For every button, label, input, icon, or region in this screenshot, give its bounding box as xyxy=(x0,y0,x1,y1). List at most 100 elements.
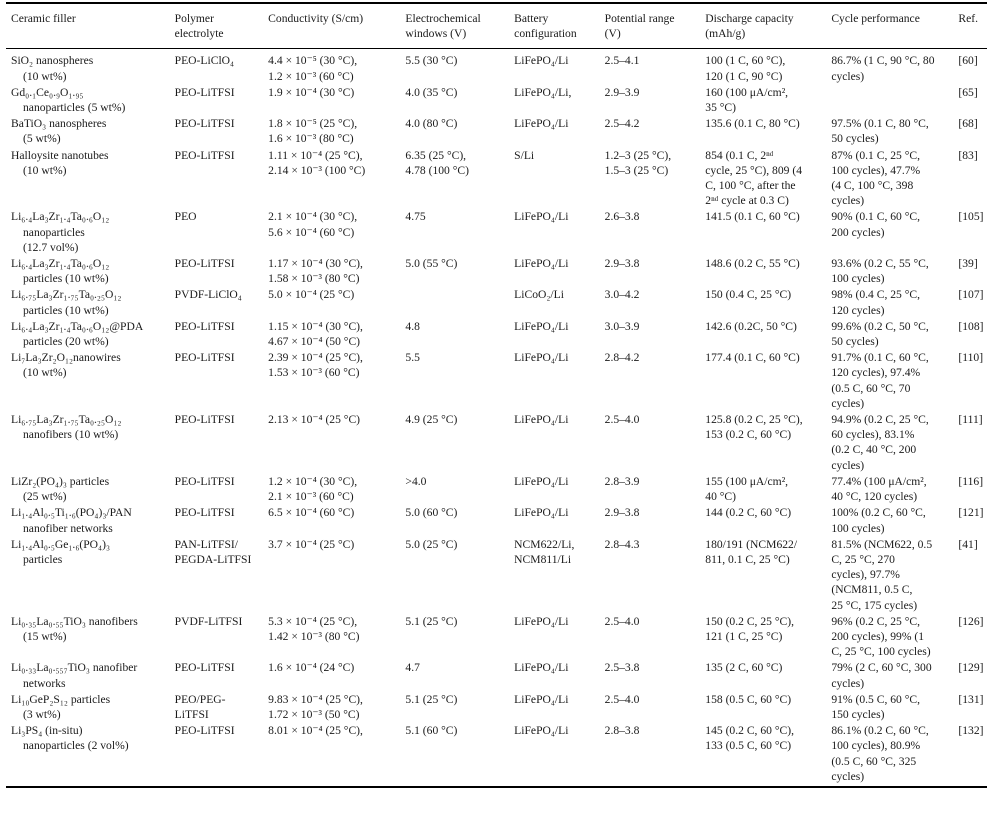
cell-conductivity: 2.1 × 10⁻⁴ (30 °C), 5.6 × 10⁻⁴ (60 °C) xyxy=(263,209,400,256)
table-row: Li₆.₄La₃Zr₁.₄Ta₀.₆O₁₂@PDA particles (20 w… xyxy=(6,319,987,350)
header-potential-range: Potential range (V) xyxy=(599,2,701,50)
electrochemical-window-text: 4.75 xyxy=(405,210,426,224)
electrochemical-window-text: 5.1 (60 °C) xyxy=(405,724,458,738)
cell-potential-range: 2.5–4.1 xyxy=(600,49,701,85)
polymer-electrolyte-text: PVDF-LiTFSI xyxy=(174,614,243,628)
cell-electrochemical-window xyxy=(400,287,509,318)
polymer-electrolyte-text: PEO-LiTFSI xyxy=(174,413,235,427)
cell-cycle-performance: 96% (0.2 C, 25 °C, 200 cycles), 99% (1 C… xyxy=(826,614,953,661)
electrochemical-window-text: 4.0 (80 °C) xyxy=(405,117,458,131)
cell-potential-range: 2.6–3.8 xyxy=(600,209,701,256)
electrochemical-window-text: 4.0 (35 °C) xyxy=(405,85,458,99)
cell-ceramic-filler: Li₁.₄Al₀.₅Ti₁.₆(PO₄)₃/PAN nanofiber netwo… xyxy=(6,505,170,536)
cell-ref: [107] xyxy=(953,287,987,318)
polymer-electrolyte-text: PEO-LiTFSI xyxy=(174,85,235,99)
ref-text: [131] xyxy=(958,692,984,706)
cell-cycle-performance: 79% (2 C, 60 °C, 300 cycles) xyxy=(826,660,953,691)
table-body: SiO₂ nanospheres (10 wt%) PEO-LiClO₄ 4.4 × … xyxy=(6,49,987,788)
electrochemical-window-text: 4.9 (25 °C) xyxy=(405,413,458,427)
cell-ref: [108] xyxy=(953,319,987,350)
ceramic-filler-text: Li₀.₃₃La₀.₅₅₇TiO₃ nanofiber networks xyxy=(11,661,138,690)
cell-electrochemical-window: 4.9 (25 °C) xyxy=(400,412,509,474)
cell-ceramic-filler: Li₀.₃₅La₀.₅₅TiO₃ nanofibers (15 wt%) xyxy=(6,614,170,661)
cycle-performance-text: 86.7% (1 C, 90 °C, 80 cycles) xyxy=(831,54,935,83)
table-row: Li₃PS₄ (in-situ) nanoparticles (2 vol%) PE… xyxy=(6,723,987,788)
discharge-capacity-text: 148.6 (0.2 C, 55 °C) xyxy=(705,257,800,271)
cell-ceramic-filler: Gd₀.₁Ce₀.₉O₁.₉₅ nanoparticles (5 wt%) xyxy=(6,85,170,116)
potential-range-text: 2.6–3.8 xyxy=(604,210,640,224)
cell-discharge-capacity: 150 (0.4 C, 25 °C) xyxy=(700,287,826,318)
cell-ref: [111] xyxy=(953,412,987,474)
ref-text: [132] xyxy=(958,724,984,738)
cell-conductivity: 1.11 × 10⁻⁴ (25 °C), 2.14 × 10⁻³ (100 °C… xyxy=(263,148,400,210)
battery-configuration-text: S/Li xyxy=(514,148,535,162)
table-row: Li₁.₄Al₀.₅Ge₁.₆(PO₄)₃ particles PAN-LiTFSI… xyxy=(6,537,987,614)
discharge-capacity-text: 155 (100 μA/cm², 40 °C) xyxy=(705,474,789,504)
table-row: Li₀.₃₅La₀.₅₅TiO₃ nanofibers (15 wt%) PVDF-… xyxy=(6,614,987,661)
ceramic-filler-text: Li₇La₃Zr₂O₁₂nanowires (10 wt%) xyxy=(11,351,121,380)
cycle-performance-text: 86.1% (0.2 C, 60 °C, 100 cycles), 80.9% … xyxy=(831,724,929,783)
cell-discharge-capacity: 142.6 (0.2C, 50 °C) xyxy=(700,319,826,350)
cell-ref: [131] xyxy=(953,692,987,723)
cell-ref: [68] xyxy=(953,116,987,147)
ceramic-filler-text: Li₆.₇₅La₃Zr₁.₇₅Ta₀.₂₅O₁₂ particles (10 wt… xyxy=(11,288,122,317)
discharge-capacity-text: 180/191 (NCM622/ 811, 0.1 C, 25 °C) xyxy=(705,537,798,566)
cell-electrochemical-window: 4.0 (35 °C) xyxy=(400,85,509,116)
ceramic-filler-text: Li₆.₄La₃Zr₁.₄Ta₀.₆O₁₂ particles (10 wt%) xyxy=(11,257,110,286)
cell-potential-range: 2.9–3.8 xyxy=(600,505,701,536)
cell-polymer-electrolyte: PEO-LiTFSI xyxy=(170,660,264,691)
cycle-performance-text: 100% (0.2 C, 60 °C, 100 cycles) xyxy=(831,506,926,535)
table-row: Li₁.₄Al₀.₅Ti₁.₆(PO₄)₃/PAN nanofiber netwo… xyxy=(6,505,987,536)
cell-conductivity: 8.01 × 10⁻⁴ (25 °C), xyxy=(263,723,401,788)
discharge-capacity-text: 158 (0.5 C, 60 °C) xyxy=(705,692,792,706)
battery-configuration-text: LiFePO₄/Li xyxy=(514,54,569,68)
cell-polymer-electrolyte: PEO-LiClO₄ xyxy=(170,49,264,85)
discharge-capacity-text: 150 (0.4 C, 25 °C) xyxy=(705,288,792,302)
cell-discharge-capacity: 135.6 (0.1 C, 80 °C) xyxy=(700,116,826,147)
cell-electrochemical-window: 5.5 (30 °C) xyxy=(400,49,509,85)
ceramic-filler-text: BaTiO₃ nanospheres (5 wt%) xyxy=(11,117,107,146)
ref-text: [111] xyxy=(958,413,983,427)
conductivity-text: 1.2 × 10⁻⁴ (30 °C), 2.1 × 10⁻³ (60 °C) xyxy=(268,474,358,504)
cell-discharge-capacity: 125.8 (0.2 C, 25 °C), 153 (0.2 C, 60 °C) xyxy=(700,412,826,474)
cycle-performance-text: 97.5% (0.1 C, 80 °C, 50 cycles) xyxy=(831,117,929,146)
cell-polymer-electrolyte: PVDF-LiClO₄ xyxy=(170,287,264,318)
cell-battery-configuration: LiFePO₄/Li xyxy=(509,350,599,412)
table-row: Li₆.₄La₃Zr₁.₄Ta₀.₆O₁₂ particles (10 wt%) P… xyxy=(6,256,987,287)
cell-discharge-capacity: 155 (100 μA/cm², 40 °C) xyxy=(700,474,826,505)
cell-ref: [126] xyxy=(953,614,987,661)
cell-potential-range: 2.8–3.9 xyxy=(600,474,701,505)
header-row: Ceramic filler Polymer electrolyte Condu… xyxy=(6,2,987,50)
cycle-performance-text: 99.6% (0.2 C, 50 °C, 50 cycles) xyxy=(831,319,929,349)
cell-battery-configuration: LiFePO₄/Li xyxy=(509,692,599,723)
cell-discharge-capacity: 160 (100 μA/cm², 35 °C) xyxy=(700,85,826,116)
conductivity-text: 1.17 × 10⁻⁴ (30 °C), 1.58 × 10⁻³ (80 °C) xyxy=(268,257,363,286)
header-conductivity: Conductivity (S/cm) xyxy=(263,2,401,50)
cell-discharge-capacity: 141.5 (0.1 C, 60 °C) xyxy=(700,209,826,256)
battery-configuration-text: LiFePO₄/Li xyxy=(514,319,569,333)
potential-range-text: 1.2–3 (25 °C), 1.5–3 (25 °C) xyxy=(604,148,672,177)
cell-conductivity: 1.17 × 10⁻⁴ (30 °C), 1.58 × 10⁻³ (80 °C) xyxy=(263,256,400,287)
cell-battery-configuration: LiFePO₄/Li xyxy=(509,116,599,147)
cell-ref: [110] xyxy=(953,350,987,412)
cell-discharge-capacity: 854 (0.1 C, 2ⁿᵈ cycle, 25 °C), 809 (4 C,… xyxy=(700,148,826,210)
cell-ref: [116] xyxy=(953,474,987,505)
cell-ref: [121] xyxy=(953,505,987,536)
cell-ref: [83] xyxy=(953,148,987,210)
polymer-electrolyte-text: PEO-LiTFSI xyxy=(174,257,235,271)
polymer-electrolyte-text: PEO-LiClO₄ xyxy=(174,54,235,68)
cell-discharge-capacity: 177.4 (0.1 C, 60 °C) xyxy=(700,350,826,412)
polymer-electrolyte-text: PAN-LiTFSI/ PEGDA-LiTFSI xyxy=(174,537,252,566)
cell-ceramic-filler: Li₆.₄La₃Zr₁.₄Ta₀.₆O₁₂ nanoparticles (12.7 … xyxy=(6,209,170,256)
ref-text: [108] xyxy=(958,319,984,333)
battery-configuration-text: LiFePO₄/Li xyxy=(514,413,569,427)
cell-cycle-performance: 77.4% (100 μA/cm², 40 °C, 120 cycles) xyxy=(826,474,953,505)
cell-conductivity: 2.13 × 10⁻⁴ (25 °C) xyxy=(263,412,400,474)
ceramic-filler-text: SiO₂ nanospheres (10 wt%) xyxy=(11,54,94,83)
cell-conductivity: 1.9 × 10⁻⁴ (30 °C) xyxy=(263,85,400,116)
cell-potential-range: 2.8–4.2 xyxy=(600,350,701,412)
cell-potential-range: 3.0–4.2 xyxy=(600,287,701,318)
conductivity-text: 8.01 × 10⁻⁴ (25 °C), xyxy=(268,724,363,738)
ceramic-filler-text: Li₆.₄La₃Zr₁.₄Ta₀.₆O₁₂ nanoparticles (12.7 … xyxy=(11,210,110,254)
cycle-performance-text: 90% (0.1 C, 60 °C, 200 cycles) xyxy=(831,210,921,239)
